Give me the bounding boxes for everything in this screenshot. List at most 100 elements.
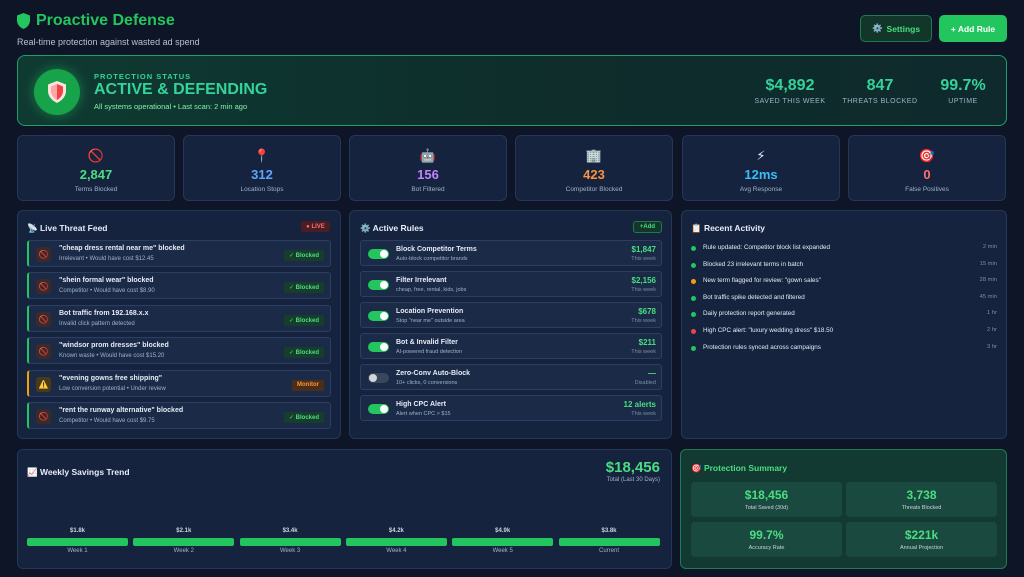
status-dot-icon — [691, 279, 696, 285]
prohibited-icon: 🚫 — [36, 409, 51, 424]
threat-title: "windsor prom dresses" blocked — [59, 342, 169, 350]
stat-threats-blocked: 847 THREATS BLOCKED — [838, 77, 922, 105]
threat-subtitle: Invalid click pattern detected — [59, 320, 135, 327]
activity-item: New term flagged for review: "gown sales… — [691, 276, 997, 288]
blocked-badge: ✓ Blocked — [283, 314, 324, 326]
summary-value: 3,738 — [906, 488, 937, 502]
activity-item: Rule updated: Competitor block list expa… — [691, 243, 997, 255]
metric-label: Avg Response — [739, 186, 783, 193]
metric-card-competitor-blocked: 🏢 423 Competitor Blocked — [515, 135, 673, 201]
threat-title: "evening gowns free shipping" — [59, 374, 163, 382]
threat-subtitle: Competitor • Would have cost $8.90 — [59, 288, 155, 295]
threat-item[interactable]: 🚫 "windsor prom dresses" blocked Known was… — [27, 337, 331, 365]
shield-icon — [48, 81, 66, 103]
status-title: ACTIVE & DEFENDING — [94, 81, 268, 98]
gear-icon: ⚙️ — [871, 23, 883, 33]
rule-subtitle: AI-powered fraud detection — [396, 349, 463, 355]
rule-period: This week — [631, 287, 656, 293]
activity-item: Bot traffic spike detected and filtered 4… — [691, 293, 997, 305]
threat-item[interactable]: 🚫 "shein formal wear" blocked Competitor •… — [27, 272, 331, 300]
metric-value: 2,847 — [79, 167, 113, 182]
rule-item: High CPC Alert Alert when CPC > $15 12 ale… — [360, 395, 662, 421]
rule-toggle[interactable] — [368, 342, 389, 352]
rule-toggle[interactable] — [368, 404, 389, 414]
lightning-icon: ⚡ — [756, 148, 766, 163]
stat-value: 99.7% — [940, 77, 986, 94]
activity-item: Daily protection report generated 1 hr — [691, 309, 997, 321]
summary-card: 99.7% Accuracy Rate — [691, 522, 842, 557]
metric-label: Terms Blocked — [74, 186, 118, 193]
activity-text: New term flagged for review: "gown sales… — [703, 277, 821, 285]
summary-label: Threats Blocked — [901, 505, 942, 511]
panel-title: 🎯 Protection Summary — [691, 463, 788, 473]
threat-item[interactable]: 🚫 "cheap dress rental near me" blocked Irr… — [27, 240, 331, 267]
rule-subtitle: Auto-block competitor brands — [396, 256, 468, 262]
rule-value: — — [648, 369, 656, 378]
status-dot-icon — [691, 345, 696, 351]
stat-value: 847 — [866, 77, 894, 94]
stat-label: UPTIME — [948, 98, 978, 105]
panel-title: ⚙️ Active Rules — [360, 223, 424, 233]
target-icon: 🎯 — [918, 148, 936, 163]
prohibited-icon: 🚫 — [36, 311, 51, 327]
summary-label: Annual Projection — [899, 545, 944, 551]
add-rule-button[interactable]: + Add Rule — [939, 15, 1007, 42]
protection-status-banner — [17, 55, 1007, 126]
rule-period: This week — [631, 411, 656, 417]
rule-value: $1,847 — [631, 245, 656, 254]
rule-value: $678 — [638, 307, 656, 316]
metric-card-false-positives: 🎯 0 False Positives — [848, 135, 1006, 201]
status-shield-badge — [34, 69, 80, 115]
stat-label: SAVED THIS WEEK — [754, 98, 826, 105]
metric-label: Location Stops — [240, 186, 284, 193]
rule-toggle[interactable] — [368, 311, 389, 321]
threat-item[interactable]: ⚠️ "evening gowns free shipping" Low conve… — [27, 369, 331, 397]
rule-period: This week — [631, 318, 656, 324]
status-dot-icon — [691, 329, 696, 334]
threat-item[interactable]: 🚫 "rent the runway alternative" blocked Co… — [27, 402, 331, 429]
rule-subtitle: cheap, free, rental, kids, jobs — [396, 287, 467, 293]
threat-subtitle: Competitor • Would have cost $9.75 — [59, 418, 155, 424]
rule-title: Zero-Conv Auto-Block — [396, 370, 471, 377]
location-pin-icon: 📍 — [253, 148, 271, 163]
live-badge: ● LIVE — [301, 221, 330, 232]
stat-saved-this-week: $4,892 SAVED THIS WEEK — [748, 77, 832, 105]
activity-time: 15 min — [979, 260, 997, 267]
threat-title: "cheap dress rental near me" blocked — [59, 245, 185, 252]
add-rule-mini-button[interactable]: +Add — [633, 221, 662, 233]
page-subtitle: Real-time protection against wasted ad s… — [17, 37, 200, 47]
summary-label: Total Saved (30d) — [744, 505, 789, 511]
metric-value: 423 — [583, 167, 605, 182]
metric-value: 156 — [417, 167, 439, 182]
page-title: Proactive Defense — [36, 12, 175, 29]
metric-label: Bot Filtered — [411, 186, 445, 193]
rule-value: 12 alerts — [623, 400, 656, 409]
activity-text: Blocked 23 irrelevant terms in batch — [703, 260, 804, 268]
rule-item: Filter Irrelevant cheap, free, rental, ki… — [360, 271, 662, 297]
threat-subtitle: Irrelevant • Would have cost $12.45 — [59, 256, 154, 262]
threat-item[interactable]: 🚫 Bot traffic from 192.168.x.x Invalid cli… — [27, 304, 331, 332]
activity-item: Protection rules synced across campaigns… — [691, 343, 997, 355]
chart-title: 📈 Weekly Savings Trend — [27, 467, 130, 477]
rule-toggle[interactable] — [368, 280, 389, 290]
summary-label: Accuracy Rate — [748, 545, 785, 551]
rule-period: This week — [631, 349, 656, 355]
metric-card-bot-filtered: 🤖 156 Bot Filtered — [349, 135, 507, 201]
metric-card-location-stops: 📍 312 Location Stops — [183, 135, 341, 201]
activity-text: Rule updated: Competitor block list expa… — [703, 244, 831, 251]
status-dot-icon — [691, 262, 696, 268]
rule-item: Block Competitor Terms Auto-block competi… — [360, 240, 662, 266]
rule-item: Location Prevention Stop "near me" outsid… — [360, 302, 662, 328]
rule-toggle[interactable] — [368, 249, 389, 259]
rule-period: This week — [631, 256, 656, 262]
settings-button[interactable]: ⚙️ Settings — [860, 15, 932, 42]
metric-label: Competitor Blocked — [565, 186, 623, 193]
status-subtitle: All systems operational • Last scan: 2 m… — [94, 102, 248, 111]
activity-time: 2 hr — [987, 327, 997, 333]
threat-subtitle: Low conversion potential • Under review — [59, 385, 166, 392]
rule-toggle[interactable] — [368, 373, 389, 383]
panel-title: 📋 Recent Activity — [691, 223, 766, 233]
summary-value: $18,456 — [744, 488, 789, 502]
status-label: PROTECTION STATUS — [94, 72, 192, 81]
rule-item: Bot & Invalid Filter AI-powered fraud det… — [360, 333, 662, 359]
